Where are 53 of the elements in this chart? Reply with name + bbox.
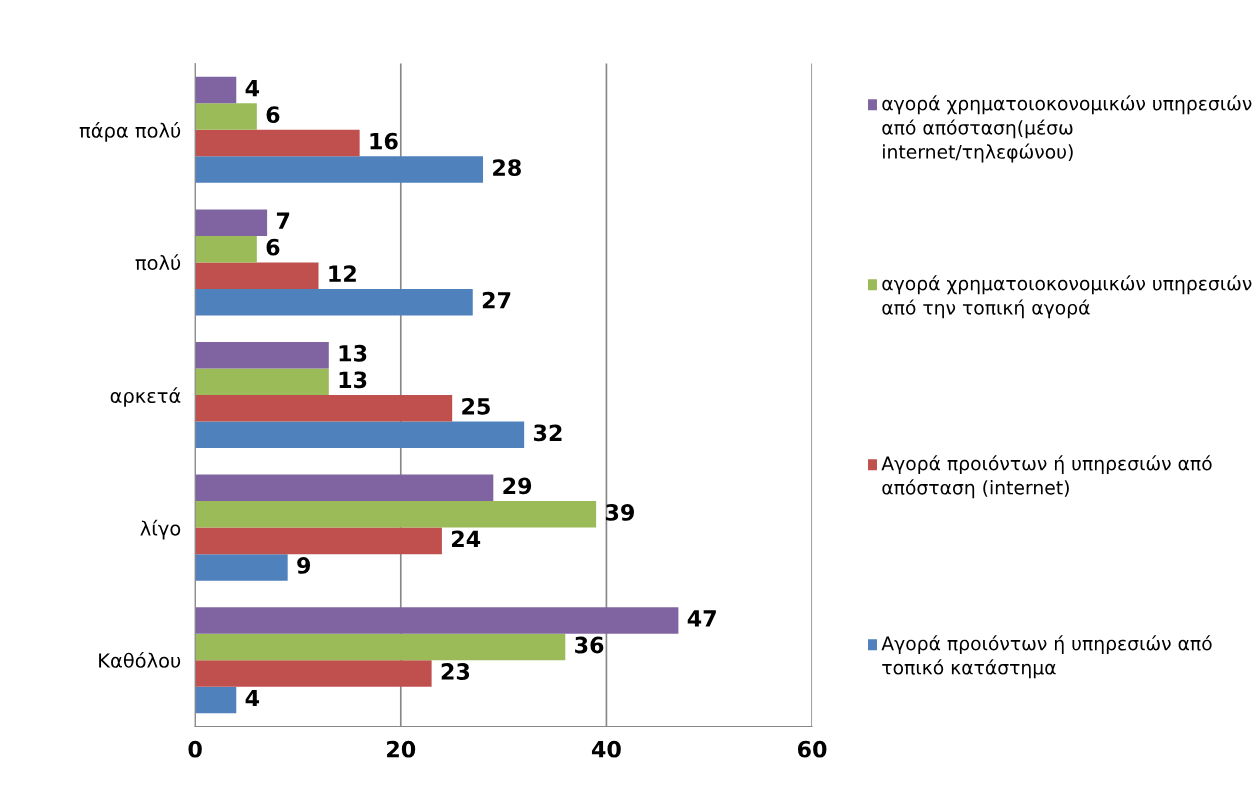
data-label: 24: [452, 530, 481, 547]
data-label: 16: [370, 132, 398, 150]
bar: [195, 156, 484, 183]
x-tick-label: 60: [797, 740, 827, 758]
data-label: 13: [339, 344, 367, 362]
data-label: 32: [533, 424, 562, 442]
data-label: 36: [575, 636, 604, 654]
data-label: 29: [503, 477, 532, 495]
y-tick-label: αρκετά: [110, 387, 181, 407]
bar: [195, 76, 237, 104]
data-label: 27: [482, 291, 511, 309]
data-label: 39: [605, 503, 634, 521]
data-label: 12: [329, 265, 356, 282]
legend-label: Αγορά προιόντων ή υπηρεσιών από απόσταση (internet): [881, 455, 1212, 499]
data-label: 13: [339, 371, 367, 389]
y-tick-label: λίγο: [140, 519, 181, 540]
bar: [195, 527, 442, 555]
bar: [195, 686, 237, 714]
data-label: 23: [441, 663, 470, 680]
bar: [195, 633, 566, 661]
bar: [195, 368, 329, 396]
data-label: 47: [687, 610, 716, 627]
bar: [195, 209, 268, 236]
bar: [195, 501, 597, 528]
bar: [195, 660, 432, 687]
bar: [195, 421, 525, 449]
data-label: 25: [462, 397, 490, 415]
bar: [195, 129, 360, 157]
data-label: 6: [266, 238, 280, 256]
x-tick-label: 40: [591, 740, 621, 758]
x-tick-label: 20: [387, 740, 416, 758]
legend-label: Αγορά προιόντων ή υπηρεσιών από τοπικό κατάστημα: [881, 635, 1212, 679]
data-label: 6: [266, 106, 280, 124]
data-label: 9: [297, 557, 311, 574]
bar: [195, 607, 679, 634]
bar: [195, 262, 319, 289]
y-tick-label: πολύ: [135, 254, 181, 271]
bar: [195, 235, 257, 263]
legend-label: αγορά χρηματοιοκονομικών υπηρεσιών από την τοπική αγορά: [882, 275, 1252, 319]
y-tick-label: Καθόλου: [99, 652, 181, 668]
bar: [195, 288, 473, 316]
bar: [195, 395, 453, 422]
data-label: 28: [493, 159, 521, 177]
y-tick-label: πάρα πολύ: [79, 122, 181, 142]
data-label: 4: [245, 79, 260, 97]
legend-label: αγορά χρηματοιοκονομικών υπηρεσιών από απόσταση(μέσω internet/τηλεφώνου): [882, 95, 1252, 163]
bar: [195, 554, 288, 581]
x-tick-label: 0: [188, 740, 202, 758]
data-label: 7: [276, 212, 290, 229]
bar: [195, 341, 329, 369]
data-label: 4: [245, 689, 260, 707]
bar: [195, 474, 494, 502]
bar: [195, 103, 257, 130]
